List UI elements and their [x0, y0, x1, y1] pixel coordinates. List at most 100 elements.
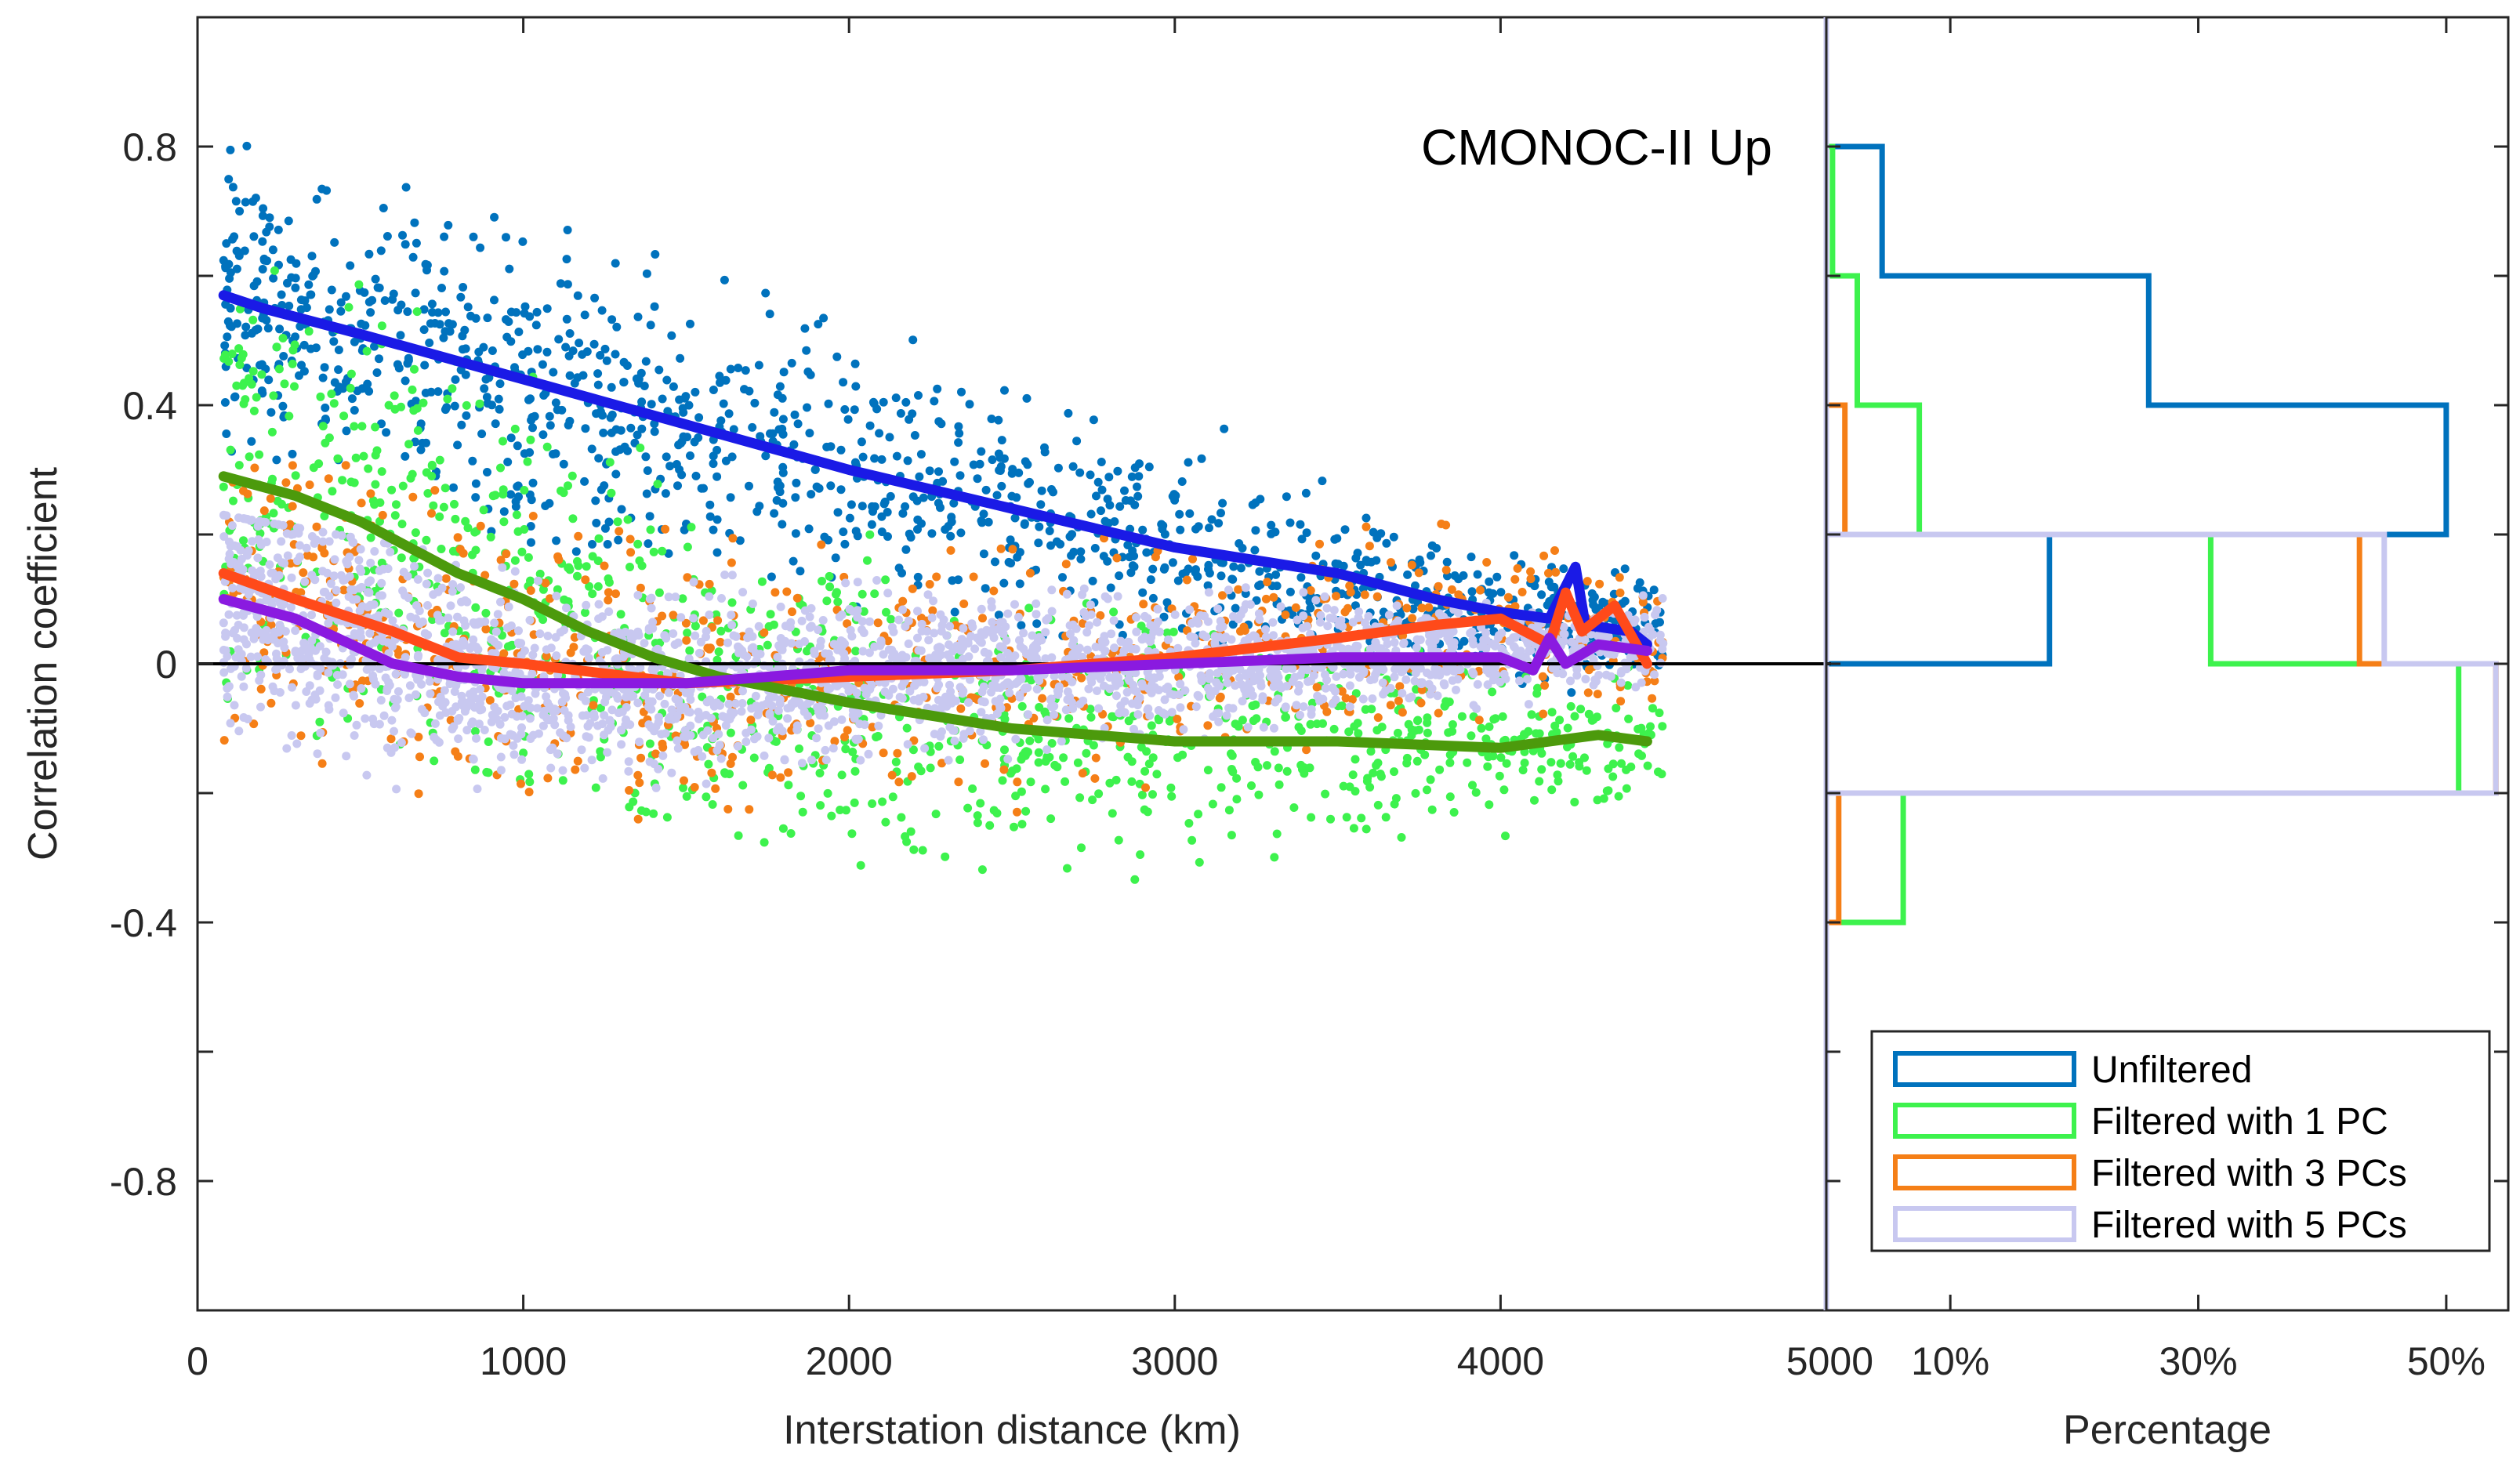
scatter-point — [1362, 513, 1371, 523]
scatter-point — [1296, 710, 1304, 719]
scatter-point — [750, 398, 760, 408]
scatter-point — [847, 829, 857, 839]
scatter-point — [294, 529, 303, 538]
scatter-point — [877, 512, 887, 521]
scatter-point — [717, 594, 726, 603]
scatter-point — [495, 404, 504, 414]
scatter-point — [1072, 437, 1082, 446]
scatter-point — [448, 580, 458, 589]
scatter-point — [818, 616, 828, 625]
scatter-point — [240, 246, 249, 255]
scatter-point — [987, 415, 996, 423]
scatter-point — [1496, 588, 1506, 597]
scatter-point — [502, 233, 510, 242]
scatter-point — [709, 734, 718, 743]
scatter-point — [1485, 577, 1494, 586]
scatter-point — [750, 734, 759, 744]
scatter-point — [644, 539, 653, 549]
scatter-point — [977, 708, 986, 717]
scatter-point — [1154, 686, 1163, 694]
scatter-point — [221, 262, 230, 271]
scatter-point — [1203, 721, 1213, 730]
scatter-point — [267, 698, 276, 708]
scatter-point — [386, 734, 396, 744]
scatter-point — [1075, 468, 1085, 477]
scatter-point — [526, 576, 535, 585]
scatter-point — [1305, 763, 1314, 773]
scatter-point — [499, 507, 509, 516]
scatter-point — [1234, 722, 1243, 731]
scatter-point — [443, 394, 452, 404]
scatter-point — [999, 765, 1009, 774]
scatter-point — [449, 722, 459, 731]
scatter-point — [1068, 462, 1078, 471]
scatter-point — [1047, 485, 1056, 494]
scatter-point — [955, 755, 965, 764]
scatter-point — [398, 481, 408, 491]
scatter-point — [1091, 753, 1100, 763]
scatter-point — [565, 329, 575, 338]
scatter-point — [538, 430, 548, 440]
scatter-point — [1041, 628, 1050, 637]
scatter-point — [1361, 705, 1370, 714]
scatter-point — [720, 571, 730, 579]
scatter-point — [488, 491, 498, 501]
scatter-point — [1427, 805, 1437, 814]
scatter-point — [1032, 684, 1042, 694]
scatter-point — [748, 422, 757, 432]
scatter-point — [262, 227, 271, 237]
scatter-point — [1608, 772, 1618, 781]
scatter-point — [542, 651, 551, 661]
scatter-point — [806, 719, 815, 727]
scatter-point — [299, 638, 309, 647]
scatter-point — [864, 749, 873, 759]
scatter-point — [525, 490, 535, 499]
scatter-point — [901, 397, 911, 407]
scatter-point — [408, 385, 417, 394]
scatter-point — [727, 598, 737, 607]
scatter-point — [720, 275, 729, 284]
scatter-point — [1408, 614, 1417, 623]
scatter-point — [342, 292, 350, 301]
scatter-point — [1025, 568, 1035, 578]
scatter-point — [482, 767, 491, 777]
scatter-point — [398, 230, 407, 240]
scatter-point — [1069, 547, 1079, 556]
scatter-point — [892, 451, 901, 461]
scatter-point — [887, 770, 897, 780]
scatter-point — [223, 683, 233, 692]
scatter-point — [564, 421, 573, 429]
scatter-point — [440, 266, 449, 276]
scatter-point — [875, 429, 884, 438]
scatter-point — [288, 449, 297, 458]
scatter-point — [403, 571, 412, 581]
scatter-point — [362, 346, 372, 356]
scatter-point — [469, 232, 478, 241]
scatter-point — [807, 490, 816, 499]
scatter-point — [1093, 687, 1101, 695]
scatter-point — [256, 670, 266, 679]
scatter-point — [446, 601, 455, 611]
scatter-point — [1259, 723, 1268, 732]
scatter-point — [1426, 775, 1435, 784]
scatter-point — [840, 539, 850, 549]
scatter-point — [1148, 753, 1158, 763]
scatter-point — [1148, 593, 1158, 603]
scatter-point — [918, 846, 927, 855]
scatter-point — [1477, 723, 1486, 733]
scatter-point — [1292, 701, 1301, 710]
scatter-point — [890, 649, 899, 658]
scatter-point — [482, 393, 491, 402]
scatter-point — [291, 701, 300, 710]
scatter-point — [832, 589, 840, 599]
scatter-point — [570, 379, 579, 388]
scatter-point — [1046, 702, 1056, 712]
scatter-point — [1631, 683, 1641, 692]
scatter-point — [1304, 677, 1313, 687]
scatter-point — [230, 232, 239, 241]
scatter-point — [560, 595, 569, 604]
scatter-point — [1203, 581, 1213, 590]
scatter-point — [350, 731, 359, 740]
scatter-point — [287, 273, 296, 282]
scatter-point — [613, 694, 622, 703]
